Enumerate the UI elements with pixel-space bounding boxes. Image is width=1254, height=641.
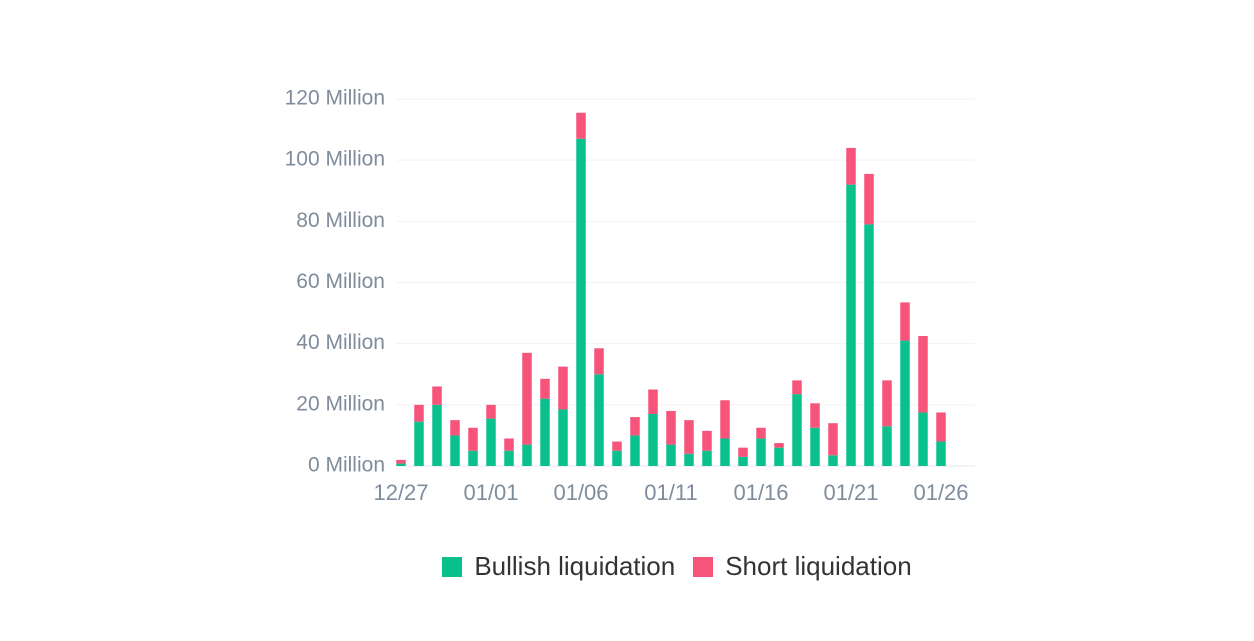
x-tick-label: 01/21 (823, 480, 878, 505)
bar-short-01-24[interactable] (900, 302, 910, 341)
bar-short-01-20[interactable] (828, 423, 838, 456)
bar-bullish-01-19[interactable] (810, 427, 820, 466)
bar-short-01-01[interactable] (486, 404, 496, 419)
y-tick-label: 100 Million (285, 148, 385, 171)
y-tick-label: 120 Million (285, 87, 385, 110)
legend-label-bullish: Bullish liquidation (474, 551, 676, 581)
bar-bullish-01-25[interactable] (918, 412, 928, 466)
y-axis: 0 Million 20 Million 40 Million 60 Million 8… (285, 87, 385, 477)
liquidation-bar-chart: 0 Million 20 Million 40 Million 60 Million 8… (285, 87, 975, 505)
legend-item-short[interactable]: Short liquidation (693, 551, 912, 582)
y-tick-label: 0 Million (308, 454, 385, 477)
legend-item-bullish[interactable]: Bullish liquidation (442, 551, 675, 582)
bar-short-01-12[interactable] (684, 420, 694, 454)
bar-short-01-04[interactable] (540, 378, 550, 399)
bar-bullish-01-07[interactable] (594, 374, 604, 466)
bar-short-01-14[interactable] (720, 400, 730, 439)
legend-swatch-bullish (442, 556, 463, 577)
bar-bullish-01-03[interactable] (522, 444, 532, 466)
bar-bullish-01-02[interactable] (504, 450, 514, 466)
bar-bullish-12-28[interactable] (414, 421, 424, 466)
bar-short-01-11[interactable] (666, 410, 676, 445)
bar-bullish-01-12[interactable] (684, 453, 694, 466)
bar-bullish-01-21[interactable] (846, 184, 856, 466)
x-tick-label: 01/01 (463, 480, 518, 505)
bar-short-01-07[interactable] (594, 348, 604, 375)
bar-bullish-01-05[interactable] (558, 409, 568, 466)
y-tick-label: 60 Million (296, 270, 385, 293)
bar-short-01-15[interactable] (738, 447, 748, 457)
bar-short-12-30[interactable] (450, 420, 460, 436)
bar-short-01-13[interactable] (702, 430, 712, 451)
y-tick-label: 20 Million (296, 392, 385, 415)
bar-bullish-01-17[interactable] (774, 447, 784, 466)
bar-short-01-05[interactable] (558, 366, 568, 410)
bar-bullish-01-20[interactable] (828, 455, 838, 466)
bar-bullish-12-27[interactable] (396, 463, 406, 466)
bar-bullish-01-15[interactable] (738, 456, 748, 466)
legend-swatch-short (693, 556, 714, 577)
legend: Bullish liquidation Short liquidation (0, 551, 1254, 582)
bar-bullish-01-01[interactable] (486, 418, 496, 466)
bar-short-01-18[interactable] (792, 380, 802, 395)
bar-short-01-21[interactable] (846, 147, 856, 185)
x-tick-label: 01/06 (553, 480, 608, 505)
bar-bullish-01-18[interactable] (792, 394, 802, 466)
bar-short-01-10[interactable] (648, 389, 658, 415)
bar-bullish-12-30[interactable] (450, 435, 460, 466)
bar-bullish-01-06[interactable] (576, 138, 586, 466)
bar-short-01-06[interactable] (576, 112, 586, 139)
bar-bullish-01-26[interactable] (936, 441, 946, 466)
bar-bullish-01-13[interactable] (702, 450, 712, 466)
bar-bullish-01-24[interactable] (900, 340, 910, 466)
legend-label-short: Short liquidation (725, 551, 912, 581)
bar-bullish-01-11[interactable] (666, 444, 676, 466)
bar-bullish-01-16[interactable] (756, 438, 766, 466)
bar-bullish-01-23[interactable] (882, 426, 892, 466)
bar-bullish-01-14[interactable] (720, 438, 730, 466)
bar-short-01-08[interactable] (612, 441, 622, 451)
bar-short-01-23[interactable] (882, 380, 892, 427)
bar-bullish-01-10[interactable] (648, 414, 658, 466)
bar-short-01-02[interactable] (504, 438, 514, 451)
bar-short-01-19[interactable] (810, 403, 820, 428)
bar-short-01-16[interactable] (756, 427, 766, 439)
x-tick-label: 12/27 (373, 480, 428, 505)
bar-short-01-26[interactable] (936, 412, 946, 442)
x-axis: 12/27 01/01 01/06 01/11 01/16 01/21 01/26 (373, 480, 968, 505)
bar-bullish-01-22[interactable] (864, 224, 874, 466)
bar-short-12-28[interactable] (414, 404, 424, 422)
bar-short-01-17[interactable] (774, 443, 784, 448)
bar-short-01-09[interactable] (630, 417, 640, 436)
x-tick-label: 01/11 (644, 480, 697, 505)
bar-short-12-29[interactable] (432, 386, 442, 405)
bar-short-01-25[interactable] (918, 336, 928, 413)
bar-bullish-01-08[interactable] (612, 450, 622, 466)
bars (396, 112, 946, 466)
bar-short-12-27[interactable] (396, 459, 406, 464)
bar-short-01-03[interactable] (522, 352, 532, 445)
bar-bullish-12-29[interactable] (432, 404, 442, 466)
bar-bullish-01-09[interactable] (630, 435, 640, 466)
y-tick-label: 40 Million (296, 331, 385, 354)
y-tick-label: 80 Million (296, 209, 385, 232)
bar-bullish-01-04[interactable] (540, 398, 550, 466)
x-tick-label: 01/26 (913, 480, 968, 505)
bar-bullish-12-31[interactable] (468, 450, 478, 466)
x-tick-label: 01/16 (733, 480, 788, 505)
bar-short-01-22[interactable] (864, 173, 874, 225)
bar-short-12-31[interactable] (468, 427, 478, 451)
